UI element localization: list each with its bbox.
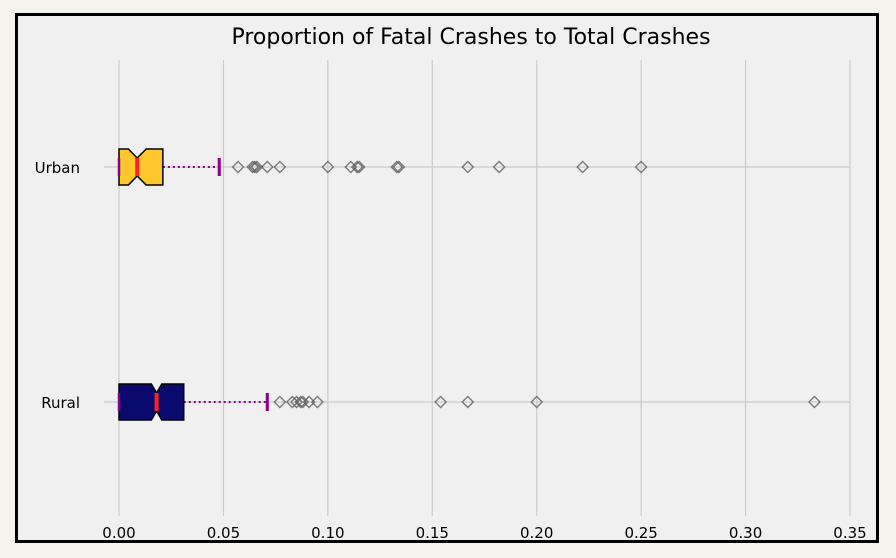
x-tick-label: 0.20 — [520, 524, 553, 540]
box-body — [118, 383, 185, 421]
outlier-point — [492, 160, 506, 174]
outlier-point — [260, 160, 274, 174]
outlier-point — [231, 160, 245, 174]
outlier-point — [302, 395, 316, 409]
x-tick-label: 0.15 — [416, 524, 449, 540]
x-tick-label: 0.30 — [729, 524, 762, 540]
grid-lines — [104, 60, 851, 516]
outlier-point — [250, 160, 264, 174]
outlier-point — [461, 395, 475, 409]
axis-tick-labels: 0.00 0.05 0.10 0.15 0.20 0.25 0.30 0.35 Urban Rur… — [35, 159, 867, 540]
outlier-point — [576, 160, 590, 174]
x-tick-label: 0.25 — [624, 524, 657, 540]
outlier-point — [808, 395, 821, 409]
box-body — [118, 148, 164, 186]
box-plots — [117, 148, 821, 421]
outlier-point — [273, 395, 287, 409]
outlier-point — [344, 160, 358, 174]
x-tick-label: 0.10 — [311, 524, 344, 540]
chart-frame: Proportion of Fatal Crashes to Total Cra… — [15, 13, 879, 543]
outlier-point — [248, 160, 262, 174]
outlier-point — [461, 160, 475, 174]
box-urban — [117, 148, 648, 186]
outlier-point — [352, 160, 366, 174]
outlier-point — [246, 160, 260, 174]
outlier-point — [392, 160, 406, 174]
x-tick-label: 0.35 — [833, 524, 866, 540]
x-tick-label: 0.05 — [207, 524, 240, 540]
outlier-point — [530, 395, 544, 409]
outlier-point — [310, 395, 324, 409]
boxplot-chart: Proportion of Fatal Crashes to Total Cra… — [35, 25, 867, 540]
outlier-point — [294, 395, 308, 409]
outlier-point — [350, 160, 364, 174]
chart-title: Proportion of Fatal Crashes to Total Cra… — [231, 25, 710, 50]
outlier-point — [285, 395, 299, 409]
y-tick-label: Urban — [35, 159, 80, 177]
x-tick-label: 0.00 — [102, 524, 135, 540]
outlier-point — [321, 160, 335, 174]
outlier-point — [296, 395, 310, 409]
outlier-point — [290, 395, 304, 409]
box-rural — [117, 383, 821, 421]
outlier-point — [434, 395, 448, 409]
outlier-point — [634, 160, 648, 174]
outlier-point — [390, 160, 404, 174]
outlier-point — [273, 160, 287, 174]
y-tick-label: Rural — [41, 394, 80, 412]
